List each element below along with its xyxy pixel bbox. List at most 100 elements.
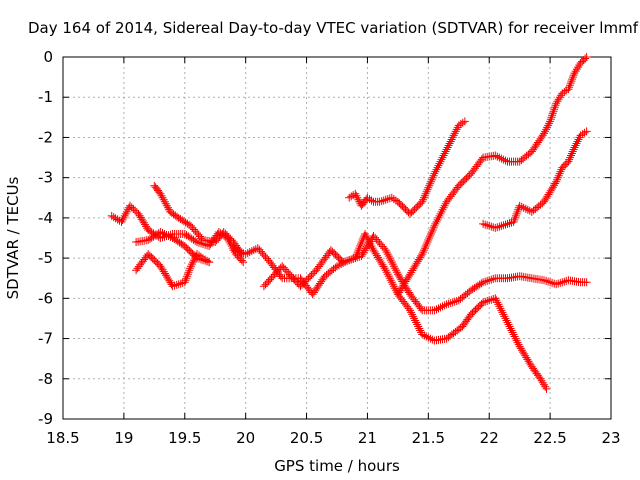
y-tick-label: -7 — [38, 330, 53, 348]
data-point — [383, 250, 392, 259]
data-point — [544, 277, 553, 286]
data-point — [375, 197, 384, 206]
data-point — [448, 133, 457, 142]
data-point — [540, 276, 548, 285]
data-point — [483, 221, 492, 230]
data-point — [197, 255, 205, 264]
data-point — [429, 223, 438, 232]
data-point — [428, 226, 437, 234]
data-point — [565, 155, 574, 164]
data-point — [511, 213, 520, 222]
data-point — [187, 260, 196, 269]
data-point — [460, 117, 469, 126]
data-point — [556, 278, 565, 287]
data-point — [131, 206, 140, 215]
data-point — [160, 230, 169, 238]
data-point — [443, 143, 452, 152]
data-point — [517, 202, 526, 211]
data-point — [501, 314, 510, 323]
data-point — [385, 274, 394, 283]
data-point — [307, 271, 316, 279]
data-point — [170, 281, 179, 290]
data-point — [424, 236, 433, 244]
data-point — [410, 314, 419, 323]
data-point — [541, 382, 550, 391]
data-point — [543, 123, 552, 132]
data-point — [117, 217, 126, 226]
data-point — [201, 256, 210, 265]
data-point — [127, 203, 136, 212]
y-axis-label: SDTVAR / TECUs — [4, 176, 22, 299]
data-point — [164, 203, 172, 212]
data-point — [477, 279, 486, 288]
data-point — [183, 272, 192, 281]
data-point — [481, 297, 490, 306]
data-point — [241, 250, 250, 259]
data-point — [426, 179, 435, 188]
data-point — [357, 238, 366, 246]
data-point — [450, 129, 459, 138]
data-point — [434, 213, 443, 222]
data-point — [560, 87, 569, 96]
data-point — [425, 181, 434, 190]
data-point — [452, 297, 461, 305]
data-point — [429, 171, 438, 180]
series-arc-c — [132, 228, 214, 267]
data-point — [521, 204, 530, 213]
data-point — [505, 322, 514, 331]
data-point — [505, 219, 514, 228]
data-point — [544, 121, 553, 130]
data-point — [540, 380, 548, 389]
data-point — [519, 203, 528, 212]
data-point — [164, 232, 173, 240]
data-point — [572, 139, 581, 148]
data-point — [452, 125, 461, 134]
data-point — [419, 248, 428, 257]
data-point — [422, 332, 431, 341]
data-point — [511, 211, 520, 220]
data-point — [433, 163, 442, 172]
data-point — [572, 65, 581, 74]
data-point — [356, 242, 365, 250]
data-point — [582, 53, 591, 61]
data-point — [500, 312, 509, 321]
data-point — [456, 120, 465, 128]
data-point — [503, 219, 512, 228]
data-point — [580, 128, 589, 137]
data-point — [418, 197, 427, 206]
data-point — [160, 197, 169, 206]
data-point — [509, 330, 518, 339]
data-point — [183, 270, 192, 279]
data-point — [243, 249, 252, 258]
data-point — [451, 127, 460, 136]
data-point — [438, 302, 447, 311]
data-point — [499, 221, 508, 230]
x-tick-label: 20.5 — [290, 429, 323, 447]
y-tick-label: -6 — [38, 289, 53, 307]
data-point — [166, 233, 175, 241]
x-tick-label: 18.5 — [46, 429, 79, 447]
data-point — [446, 299, 455, 307]
data-point — [498, 308, 507, 317]
data-point — [122, 207, 131, 216]
y-tick-label: -4 — [38, 209, 53, 227]
data-point — [431, 167, 440, 176]
data-point — [502, 316, 511, 325]
data-point — [432, 217, 441, 226]
data-point — [199, 256, 207, 265]
data-point — [221, 229, 230, 238]
data-point — [479, 298, 488, 307]
data-point — [386, 256, 395, 265]
data-point — [422, 240, 431, 248]
data-point — [433, 215, 442, 224]
data-point — [493, 223, 502, 232]
data-point — [407, 308, 416, 317]
data-point — [347, 192, 356, 201]
data-point — [509, 217, 518, 226]
data-point — [437, 155, 446, 164]
data-point — [565, 81, 574, 90]
data-point — [387, 278, 396, 287]
data-point — [487, 222, 496, 231]
data-point — [440, 201, 449, 210]
data-point — [416, 326, 425, 335]
